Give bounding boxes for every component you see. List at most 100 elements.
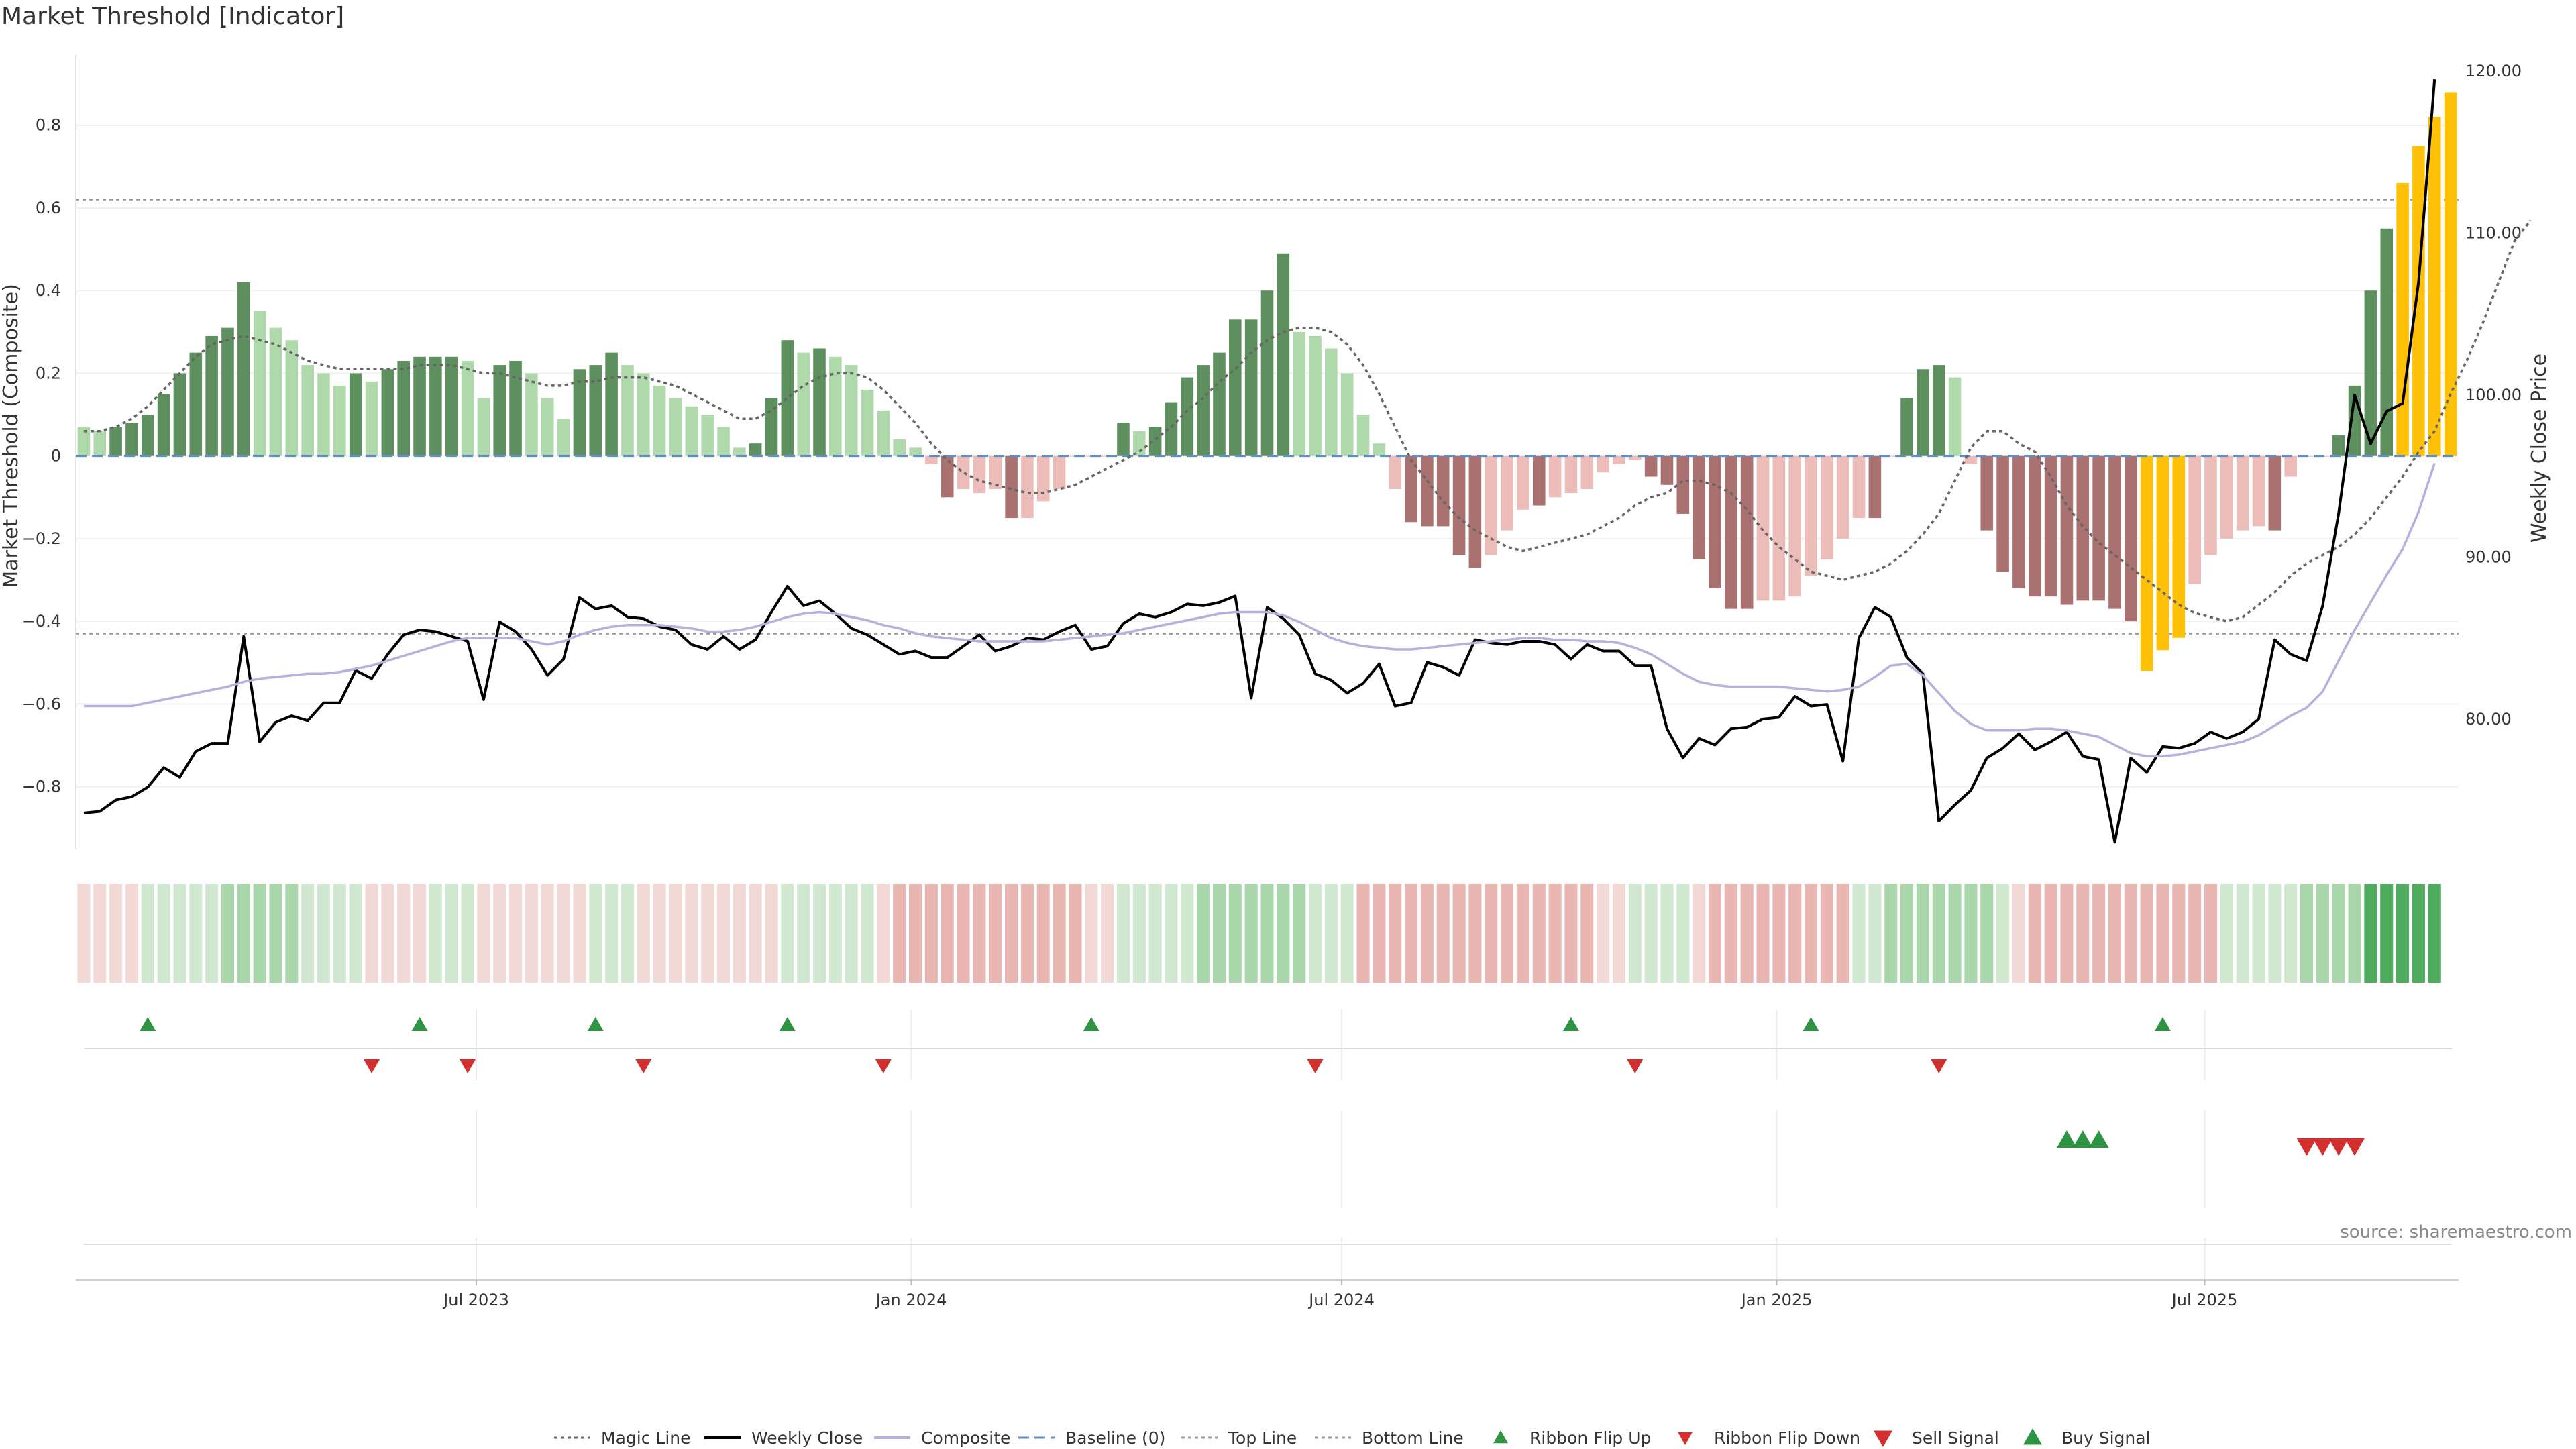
composite-bar xyxy=(1117,423,1130,456)
composite-bar xyxy=(2012,455,2025,588)
composite-bar xyxy=(1948,377,1962,456)
source-credit: source: sharemaestro.com xyxy=(2340,1222,2572,1242)
composite-bar xyxy=(2364,290,2377,456)
composite-bar xyxy=(621,365,634,456)
ribbon-cell xyxy=(1597,884,1610,983)
legend-swatch xyxy=(1678,1432,1693,1445)
composite-bar xyxy=(1309,335,1322,456)
composite-bar xyxy=(1181,377,1194,456)
ribbon-cell xyxy=(2364,884,2377,983)
ribbon-cell xyxy=(1197,884,1210,983)
composite-bar xyxy=(1772,455,1786,601)
ribbon-cell xyxy=(1053,884,1066,983)
ribbon-cell xyxy=(2044,884,2057,983)
y-tick-label: 0.8 xyxy=(36,116,61,135)
x-tick-label: Jul 2025 xyxy=(2171,1291,2238,1309)
composite-bar xyxy=(77,427,91,456)
composite-bar xyxy=(1821,455,1833,559)
ribbon-cell xyxy=(1356,884,1370,983)
composite-bar xyxy=(1468,455,1482,568)
y-right-tick-label: 80.00 xyxy=(2465,710,2512,729)
ribbon-cell xyxy=(1501,884,1514,983)
composite-bar xyxy=(333,385,346,456)
composite-bar xyxy=(285,340,299,456)
ribbon-cell xyxy=(893,884,906,983)
ribbon-cell xyxy=(237,884,250,983)
ribbon-cell xyxy=(1900,884,1914,983)
composite-bar xyxy=(1884,455,1898,457)
ribbon-cell xyxy=(2092,884,2106,983)
ribbon-cell xyxy=(2124,884,2137,983)
composite-bar xyxy=(1613,455,1625,464)
x-tick-label: Jul 2023 xyxy=(442,1291,509,1309)
ribbon-cell xyxy=(125,884,138,983)
ribbon-cell xyxy=(1724,884,1737,983)
ribbon-cell xyxy=(812,884,826,983)
ribbon-flip-down-marker xyxy=(1307,1059,1324,1073)
composite-line xyxy=(83,462,2436,758)
composite-bar xyxy=(1229,319,1242,456)
ribbon-cell xyxy=(845,884,858,983)
ribbon-cell xyxy=(525,884,538,983)
composite-bar xyxy=(493,365,506,456)
composite-bar xyxy=(1421,455,1434,527)
sell-signal-marker xyxy=(2328,1138,2349,1156)
ribbon-cell xyxy=(797,884,810,983)
ribbon-cell xyxy=(381,884,394,983)
ribbon-cell xyxy=(509,884,523,983)
series-lines xyxy=(83,79,2532,844)
composite-bar xyxy=(1452,455,1466,555)
composite-bar xyxy=(1325,348,1338,456)
composite-bar xyxy=(2284,455,2297,477)
legend-swatch xyxy=(2023,1428,2042,1445)
ribbon-cell xyxy=(1916,884,1929,983)
ribbon-cell xyxy=(333,884,346,983)
composite-bar xyxy=(461,360,474,456)
composite-bar xyxy=(909,447,922,456)
composite-bar xyxy=(845,365,858,456)
ribbon-cell xyxy=(765,884,778,983)
composite-bar xyxy=(1389,455,1402,489)
legend-label: Magic Line xyxy=(601,1428,691,1448)
ribbon-cell xyxy=(205,884,219,983)
composite-bar xyxy=(1293,331,1305,456)
composite-bar xyxy=(1356,415,1370,456)
ribbon-cell xyxy=(2396,884,2410,983)
composite-bar xyxy=(2412,146,2425,456)
composite-bar xyxy=(989,455,1002,489)
legend-label: Baseline (0) xyxy=(1065,1428,1165,1448)
ribbon-cell xyxy=(1485,884,1498,983)
composite-bar xyxy=(2076,455,2090,601)
ribbon-cell xyxy=(2012,884,2025,983)
ribbon-flip-up-marker xyxy=(1083,1017,1099,1031)
ribbon-cell xyxy=(109,884,123,983)
legend-label: Bottom Line xyxy=(1362,1428,1464,1448)
ribbon-cell xyxy=(1516,884,1529,983)
composite-bar xyxy=(477,398,490,456)
composite-bar xyxy=(573,369,586,456)
composite-bar xyxy=(749,443,762,456)
right-axis-ticks: 80.00 90.00 100.00 110.00 120.00 xyxy=(2465,62,2522,729)
composite-bar xyxy=(2268,455,2282,531)
magic-line-line xyxy=(83,219,2532,623)
ribbon-cell xyxy=(1948,884,1962,983)
composite-bar xyxy=(797,352,810,456)
ribbon-cell xyxy=(1101,884,1114,983)
ribbon-cell xyxy=(1293,884,1306,983)
ribbon-cell xyxy=(1405,884,1418,983)
composite-bar xyxy=(685,406,698,456)
legend-item: Sell Signal xyxy=(1874,1428,1999,1448)
ribbon-cell xyxy=(2332,884,2345,983)
composite-bar xyxy=(605,352,618,456)
composite-bar xyxy=(2220,455,2233,539)
ribbon-flip-down-marker xyxy=(364,1059,380,1073)
signal-ribbon xyxy=(77,884,2441,983)
composite-bar xyxy=(2140,455,2153,672)
composite-bar xyxy=(829,356,842,456)
ribbon-cell xyxy=(1804,884,1818,983)
ribbon-cell xyxy=(2140,884,2153,983)
y-right-tick-label: 100.00 xyxy=(2465,386,2522,405)
chart-title: Market Threshold [Indicator] xyxy=(1,3,345,30)
composite-bar xyxy=(93,431,107,456)
ribbon-cell xyxy=(701,884,714,983)
